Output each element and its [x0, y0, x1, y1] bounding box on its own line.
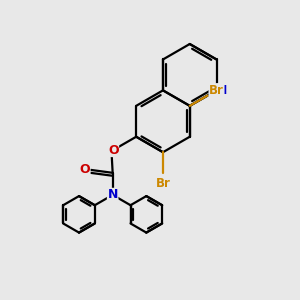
Text: N: N [217, 84, 227, 97]
Text: Br: Br [155, 177, 170, 190]
Text: O: O [108, 143, 119, 157]
Text: N: N [107, 188, 118, 201]
Text: Br: Br [209, 84, 224, 97]
Text: O: O [80, 164, 90, 176]
